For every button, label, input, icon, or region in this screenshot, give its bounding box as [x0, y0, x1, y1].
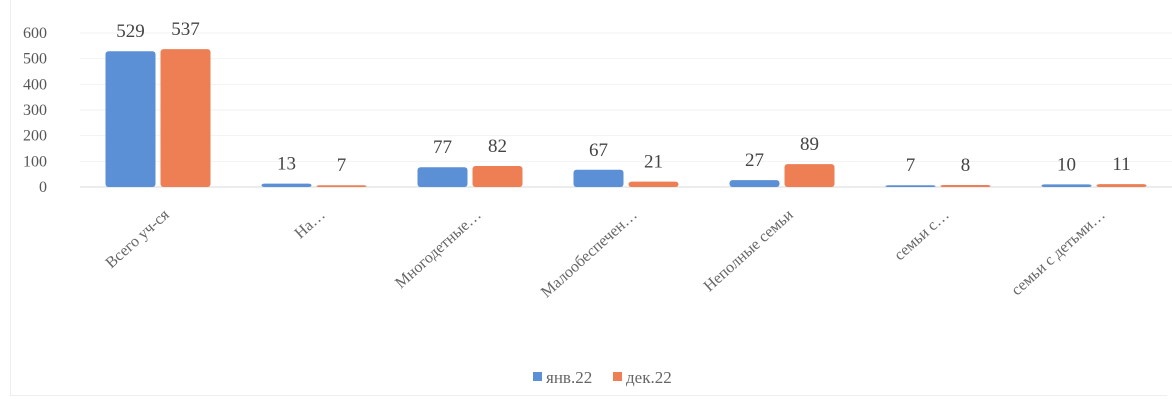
- data-label: 21: [644, 152, 663, 173]
- x-category-label: семьи с…: [891, 206, 953, 264]
- data-label: 27: [745, 150, 764, 171]
- legend-swatch: [613, 372, 622, 381]
- bar-янв.22-3: [573, 169, 624, 187]
- data-label: 7: [337, 155, 347, 176]
- data-label: 8: [961, 155, 971, 176]
- y-tick-label: 400: [23, 76, 47, 93]
- data-label: 67: [589, 140, 608, 161]
- y-tick-label: 200: [23, 128, 47, 145]
- bar-дек.22-6: [1096, 184, 1147, 187]
- x-category-label: Всего уч-ся: [103, 206, 174, 272]
- data-label: 89: [800, 134, 819, 155]
- bar-дек.22-5: [940, 184, 991, 187]
- data-label: 77: [433, 137, 452, 158]
- data-label: 82: [488, 136, 507, 157]
- x-axis-categories: Всего уч-ся На… Многодетные… Малообеспечен……: [103, 206, 1109, 301]
- legend: янв.22 дек.22: [533, 368, 672, 387]
- x-category-label: Малообеспечен…: [538, 206, 641, 301]
- data-label: 10: [1057, 154, 1076, 175]
- bar-янв.22-6: [1041, 184, 1092, 187]
- bar-дек.22-4: [784, 164, 835, 187]
- bar-янв.22-0: [105, 51, 156, 188]
- bar-дек.22-3: [628, 181, 679, 187]
- legend-label: янв.22: [546, 368, 592, 387]
- x-category-label: Многодетные…: [392, 206, 484, 292]
- bar-янв.22-4: [729, 180, 780, 187]
- bar-дек.22-2: [472, 165, 523, 187]
- y-tick-label: 100: [23, 153, 47, 170]
- bars: [105, 49, 1147, 188]
- bar-янв.22-5: [885, 185, 936, 187]
- legend-swatch: [533, 372, 542, 381]
- y-axis: 0 100 200 300 400 500 600: [23, 25, 47, 196]
- gridlines: [80, 32, 1172, 188]
- y-tick-label: 300: [23, 102, 47, 119]
- data-label: 7: [906, 155, 916, 176]
- bar-дек.22-1: [316, 185, 367, 187]
- legend-label: дек.22: [626, 368, 672, 387]
- y-tick-label: 600: [23, 25, 47, 42]
- data-label: 537: [171, 19, 200, 40]
- x-category-label: На…: [292, 206, 329, 242]
- data-label: 529: [116, 21, 145, 42]
- data-label: 11: [1112, 154, 1130, 175]
- bar-дек.22-0: [160, 49, 211, 187]
- bar-янв.22-1: [261, 183, 312, 187]
- x-category-label: Неполные семьи: [701, 206, 797, 295]
- y-tick-label: 0: [39, 179, 47, 196]
- bar-янв.22-2: [417, 167, 468, 187]
- x-category-label: семьи с детьми…: [1008, 206, 1108, 299]
- y-tick-label: 500: [23, 51, 47, 68]
- data-label: 13: [277, 154, 296, 175]
